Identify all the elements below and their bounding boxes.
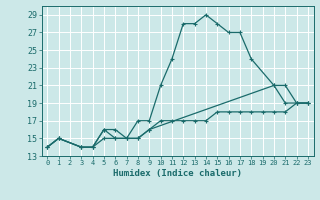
X-axis label: Humidex (Indice chaleur): Humidex (Indice chaleur)	[113, 169, 242, 178]
